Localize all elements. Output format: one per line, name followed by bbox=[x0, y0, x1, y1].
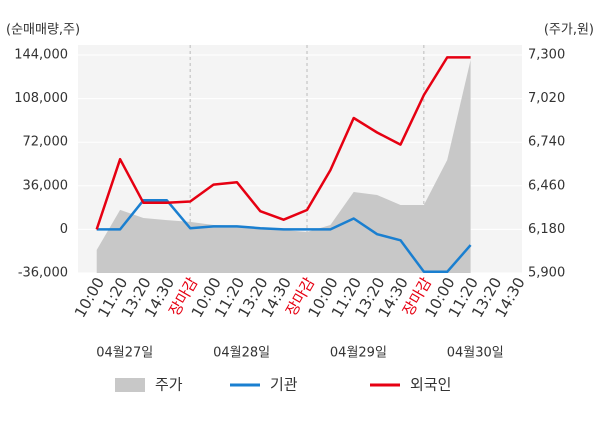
day-label: 04월28일 bbox=[213, 346, 270, 361]
legend-label: 기관 bbox=[270, 376, 298, 394]
y-tick-label: 36,000 bbox=[23, 178, 69, 193]
day-label: 04월27일 bbox=[96, 346, 153, 361]
y-tick-label: 108,000 bbox=[14, 91, 68, 106]
y2-tick-label: 7,020 bbox=[528, 91, 565, 106]
y2-tick-label: 6,180 bbox=[528, 222, 565, 237]
legend-label: 주가 bbox=[155, 376, 183, 394]
left-axis-title: (순매매량,주) bbox=[6, 23, 80, 38]
y-tick-label: -36,000 bbox=[18, 266, 68, 281]
price-area bbox=[96, 60, 471, 273]
y2-tick-label: 5,900 bbox=[528, 266, 565, 281]
y2-tick-label: 7,300 bbox=[528, 48, 565, 63]
y-tick-label: 144,000 bbox=[14, 48, 68, 63]
right-axis-title: (주가,원) bbox=[544, 23, 594, 38]
legend-swatch bbox=[115, 378, 145, 392]
day-label: 04월30일 bbox=[447, 346, 504, 361]
series-line bbox=[96, 199, 472, 274]
y2-tick-label: 6,460 bbox=[528, 178, 565, 193]
y2-tick-label: 6,740 bbox=[528, 135, 565, 150]
y-tick-label: 72,000 bbox=[23, 135, 69, 150]
day-label: 04월29일 bbox=[330, 346, 387, 361]
legend-label: 외국인 bbox=[410, 376, 451, 394]
y-tick-label: 0 bbox=[60, 222, 68, 237]
series-line bbox=[95, 56, 471, 230]
